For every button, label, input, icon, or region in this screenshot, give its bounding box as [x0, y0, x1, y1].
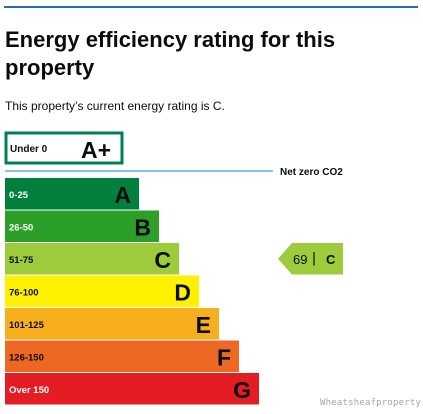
band-c-letter: C [154, 247, 171, 273]
band-e [5, 308, 219, 340]
band-g-range: Over 150 [9, 385, 49, 396]
band-b-range: 26-50 [9, 222, 33, 233]
band-c [5, 243, 179, 275]
top-rule [4, 6, 418, 8]
current-rating-score: 69 [293, 252, 307, 267]
page-title: Energy efficiency rating for this proper… [5, 27, 336, 80]
band-g-letter: G [233, 377, 251, 403]
band-e-range: 101-125 [9, 320, 45, 331]
band-d-range: 76-100 [9, 287, 39, 298]
band-e-letter: E [196, 312, 211, 338]
band-a [5, 178, 139, 210]
watermark: Wheatsheafproperty.com [320, 398, 423, 408]
band-b-letter: B [134, 214, 151, 240]
band-f [5, 340, 239, 372]
band-a-plus-letter: A+ [81, 137, 111, 163]
current-rating-text: This property’s current energy rating is… [5, 99, 225, 113]
net-zero-label: Net zero CO2 [280, 167, 343, 178]
band-a-range: 0-25 [9, 190, 29, 201]
band-b [5, 210, 159, 242]
current-rating-arrow [278, 243, 343, 275]
band-f-range: 126-150 [9, 352, 44, 363]
band-a-plus [4, 131, 124, 165]
band-f-letter: F [217, 344, 231, 370]
band-d-letter: D [174, 279, 191, 305]
band-d [5, 275, 199, 307]
current-rating-letter: C [326, 252, 336, 267]
band-a-plus-range: Under 0 [10, 144, 48, 155]
band-g [5, 373, 259, 405]
band-c-range: 51-75 [9, 255, 34, 266]
band-a-letter: A [114, 182, 131, 208]
